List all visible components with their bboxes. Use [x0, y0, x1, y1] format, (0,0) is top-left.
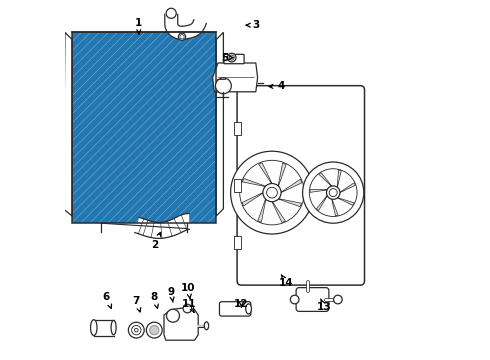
Polygon shape: [52, 112, 63, 125]
FancyBboxPatch shape: [237, 86, 365, 285]
Ellipse shape: [204, 322, 209, 330]
Circle shape: [231, 151, 314, 234]
Polygon shape: [337, 170, 341, 187]
Bar: [234, 236, 242, 249]
Polygon shape: [242, 193, 263, 206]
Polygon shape: [164, 308, 198, 340]
Bar: [72, 32, 216, 223]
Text: 4: 4: [269, 81, 285, 91]
Text: 12: 12: [234, 299, 248, 309]
Polygon shape: [319, 173, 332, 186]
Circle shape: [291, 295, 299, 304]
Circle shape: [134, 328, 138, 332]
Bar: [72, 32, 216, 223]
Text: 1: 1: [135, 18, 143, 34]
Polygon shape: [340, 183, 355, 193]
Text: 13: 13: [317, 299, 331, 312]
Polygon shape: [272, 202, 285, 222]
Circle shape: [334, 295, 342, 304]
Polygon shape: [278, 163, 286, 186]
Polygon shape: [317, 195, 327, 211]
Polygon shape: [281, 179, 302, 193]
Circle shape: [326, 186, 340, 199]
Polygon shape: [216, 32, 223, 216]
Circle shape: [267, 187, 277, 198]
Circle shape: [309, 169, 357, 216]
Ellipse shape: [91, 320, 97, 336]
Ellipse shape: [245, 304, 251, 314]
Polygon shape: [338, 198, 354, 205]
Polygon shape: [94, 320, 114, 336]
Circle shape: [229, 55, 234, 60]
Circle shape: [166, 8, 176, 18]
Text: 10: 10: [181, 283, 196, 299]
Polygon shape: [165, 14, 206, 39]
Bar: [234, 179, 242, 192]
Text: 14: 14: [279, 275, 294, 288]
Polygon shape: [258, 199, 266, 222]
Polygon shape: [278, 199, 302, 207]
Polygon shape: [243, 179, 266, 186]
Circle shape: [128, 322, 144, 338]
Circle shape: [227, 53, 236, 62]
Circle shape: [178, 33, 186, 40]
FancyBboxPatch shape: [220, 302, 251, 316]
Polygon shape: [259, 163, 272, 184]
Circle shape: [167, 309, 179, 322]
Text: 9: 9: [168, 287, 175, 302]
Text: 2: 2: [151, 233, 161, 250]
Text: 3: 3: [246, 20, 259, 30]
Circle shape: [329, 189, 337, 197]
Polygon shape: [332, 199, 338, 216]
Circle shape: [303, 162, 364, 223]
Text: 5: 5: [221, 53, 233, 63]
Ellipse shape: [111, 320, 116, 335]
Circle shape: [149, 325, 159, 335]
Polygon shape: [213, 63, 258, 92]
FancyBboxPatch shape: [296, 288, 329, 311]
FancyBboxPatch shape: [224, 54, 244, 64]
Circle shape: [132, 325, 141, 335]
Text: 8: 8: [150, 292, 158, 308]
Polygon shape: [63, 32, 72, 216]
Circle shape: [216, 78, 231, 94]
Circle shape: [180, 35, 184, 39]
Circle shape: [147, 322, 162, 338]
Circle shape: [183, 304, 192, 313]
Text: 6: 6: [103, 292, 112, 308]
Bar: [234, 122, 242, 135]
Polygon shape: [135, 213, 189, 238]
Text: 11: 11: [182, 299, 196, 312]
Circle shape: [240, 160, 304, 225]
Polygon shape: [310, 190, 327, 192]
Circle shape: [263, 184, 281, 202]
Text: 7: 7: [133, 296, 141, 312]
Polygon shape: [52, 163, 63, 176]
